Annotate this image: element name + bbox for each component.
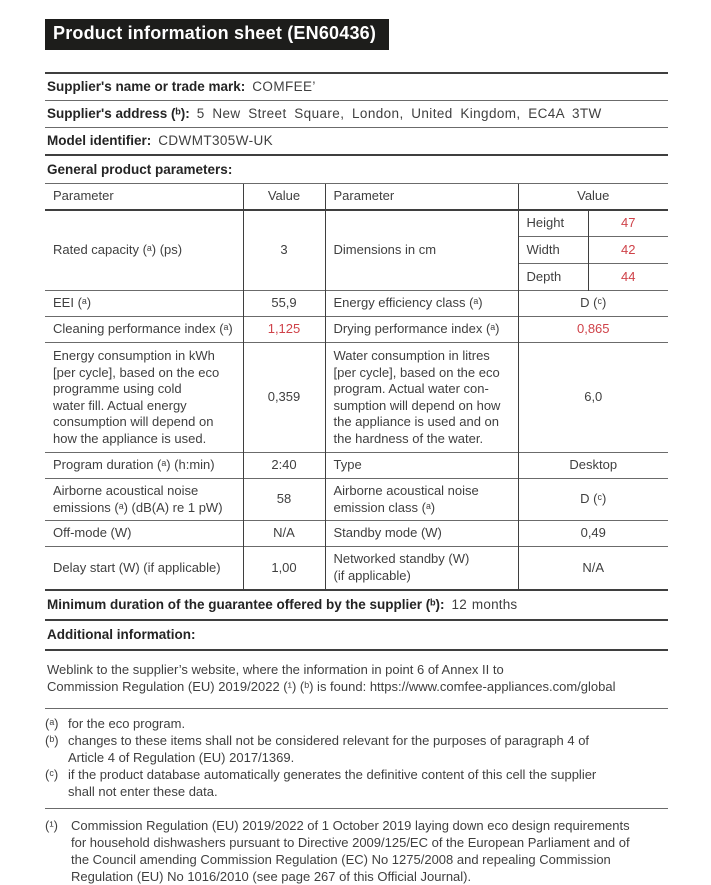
drying-index-value: 0,865 xyxy=(517,316,669,343)
table-row-noise: Airborne acoustical noise emissions (ᵃ) (… xyxy=(45,478,669,521)
parameters-table: Parameter Value Parameter Value Rated ca… xyxy=(45,183,669,589)
noise-class-value: D (ᶜ) xyxy=(517,478,669,521)
footnote-c-marker: (ᶜ) xyxy=(45,766,59,782)
dimension-depth-label: Depth xyxy=(517,263,588,291)
table-row-eei: EEI (ᵃ) 55,9 Energy efficiency class (ᵃ)… xyxy=(45,290,669,317)
eei-value: 55,9 xyxy=(242,290,325,317)
water-consumption-value: 6,0 xyxy=(517,342,669,453)
weblink-section: Weblink to the supplier’s website, where… xyxy=(45,651,668,709)
rated-capacity-value: 3 xyxy=(242,209,325,291)
type-value: Desktop xyxy=(517,452,669,479)
footnote-a: (ᵃ) for the eco program. xyxy=(45,715,668,732)
delay-start-label: Delay start (W) (if applicable) xyxy=(45,546,243,589)
dimension-height-value: 47 xyxy=(587,209,669,237)
additional-information-heading: Additional information: xyxy=(45,621,668,651)
networked-standby-value: N/A xyxy=(517,546,669,589)
weblink-text: Weblink to the supplier’s website, where… xyxy=(47,661,616,695)
general-parameters-heading: General product parameters: xyxy=(47,162,233,177)
footnote-c-text: if the product database automatically ge… xyxy=(68,766,597,799)
footnote-regulation-text: Commission Regulation (EU) 2019/2022 of … xyxy=(71,817,630,884)
table-row-dimension-depth: Depth 44 xyxy=(45,263,669,291)
footnote-c: (ᶜ) if the product database automatically… xyxy=(45,766,668,800)
supplier-name-label: Supplier's name or trade mark: xyxy=(47,79,246,94)
noise-emissions-value: 58 xyxy=(242,478,325,521)
footnote-regulation-marker: (¹) xyxy=(45,817,58,833)
header-value-left: Value xyxy=(242,183,325,211)
standby-mode-value: 0,49 xyxy=(517,520,669,547)
water-consumption-label: Water consumption in litres [per cycle], … xyxy=(324,342,518,453)
supplier-info-section: Supplier's name or trade mark: COMFEE’ Su… xyxy=(45,72,668,156)
header-parameter-right: Parameter xyxy=(324,183,518,211)
supplier-address-row: Supplier's address (ᵇ): 5 New Street Squa… xyxy=(45,101,668,128)
supplier-address-value: 5 New Street Square, London, United King… xyxy=(196,106,602,121)
eei-label: EEI (ᵃ) xyxy=(45,290,243,317)
energy-class-value: D (ᶜ) xyxy=(517,290,669,317)
table-row-capacity-dimensions: Rated capacity (ᵃ) (ps) 3 Dimensions in … xyxy=(45,209,669,291)
cleaning-index-label: Cleaning performance index (ᵃ) xyxy=(45,316,243,343)
drying-index-label: Drying performance index (ᵃ) xyxy=(324,316,518,343)
table-row-duration-type: Program duration (ᵃ) (h:min) 2:40 Type D… xyxy=(45,452,669,479)
model-identifier-row: Model identifier: CDWMT305W-UK xyxy=(45,128,668,156)
model-identifier-label: Model identifier: xyxy=(47,133,152,148)
footnote-b: (ᵇ) changes to these items shall not be c… xyxy=(45,732,668,766)
networked-standby-label: Networked standby (W) (if applicable) xyxy=(324,546,518,589)
table-row-consumption: Energy consumption in kWh [per cycle], ba… xyxy=(45,342,669,453)
cleaning-index-value: 1,125 xyxy=(242,316,325,343)
dimension-height-label: Height xyxy=(517,209,588,237)
supplier-name-row: Supplier's name or trade mark: COMFEE’ xyxy=(45,74,668,101)
off-mode-label: Off-mode (W) xyxy=(45,520,243,547)
table-header-row: Parameter Value Parameter Value xyxy=(45,183,669,211)
supplier-address-label: Supplier's address (ᵇ): xyxy=(47,106,190,121)
footnote-a-text: for the eco program. xyxy=(68,715,186,731)
table-row-dimension-width: Width 42 xyxy=(45,236,669,264)
table-row-performance-index: Cleaning performance index (ᵃ) 1,125 Dry… xyxy=(45,316,669,343)
guarantee-label: Minimum duration of the guarantee offere… xyxy=(47,596,445,612)
supplier-name-value: COMFEE’ xyxy=(252,79,316,94)
header-value-right: Value xyxy=(517,183,669,211)
table-row-delay-networked: Delay start (W) (if applicable) 1,00 Net… xyxy=(45,546,669,589)
dimensions-label: Dimensions in cm xyxy=(324,209,518,291)
standby-mode-label: Standby mode (W) xyxy=(324,520,518,547)
noise-class-label: Airborne acoustical noise emission class … xyxy=(324,478,518,521)
model-identifier-value: CDWMT305W-UK xyxy=(158,133,274,148)
header-parameter-left: Parameter xyxy=(45,183,243,211)
delay-start-value: 1,00 xyxy=(242,546,325,589)
sheet-title: Product information sheet (EN60436) xyxy=(45,19,390,50)
noise-emissions-label: Airborne acoustical noise emissions (ᵃ) (… xyxy=(45,478,243,521)
footnote-regulation: (¹) Commission Regulation (EU) 2019/2022 … xyxy=(45,817,668,885)
footnote-b-text: changes to these items shall not be cons… xyxy=(68,732,590,765)
table-row-offmode-standby: Off-mode (W) N/A Standby mode (W) 0,49 xyxy=(45,520,669,547)
type-label: Type xyxy=(324,452,518,479)
footnote-b-marker: (ᵇ) xyxy=(45,732,59,748)
energy-class-label: Energy efficiency class (ᵃ) xyxy=(324,290,518,317)
footnote-a-marker: (ᵃ) xyxy=(45,715,59,731)
footnotes-abc: (ᵃ) for the eco program. (ᵇ) changes to th… xyxy=(45,709,668,809)
rated-capacity-label: Rated capacity (ᵃ) (ps) xyxy=(45,209,243,291)
energy-consumption-value: 0,359 xyxy=(242,342,325,453)
guarantee-row: Minimum duration of the guarantee offere… xyxy=(45,588,668,621)
program-duration-value: 2:40 xyxy=(242,452,325,479)
dimension-width-value: 42 xyxy=(587,236,669,264)
energy-consumption-label: Energy consumption in kWh [per cycle], ba… xyxy=(45,342,243,453)
off-mode-value: N/A xyxy=(242,520,325,547)
dimension-depth-value: 44 xyxy=(587,263,669,291)
footnote-regulation-section: (¹) Commission Regulation (EU) 2019/2022 … xyxy=(45,809,668,885)
guarantee-value: 12 months xyxy=(451,596,518,612)
program-duration-label: Program duration (ᵃ) (h:min) xyxy=(45,452,243,479)
dimension-width-label: Width xyxy=(517,236,588,264)
